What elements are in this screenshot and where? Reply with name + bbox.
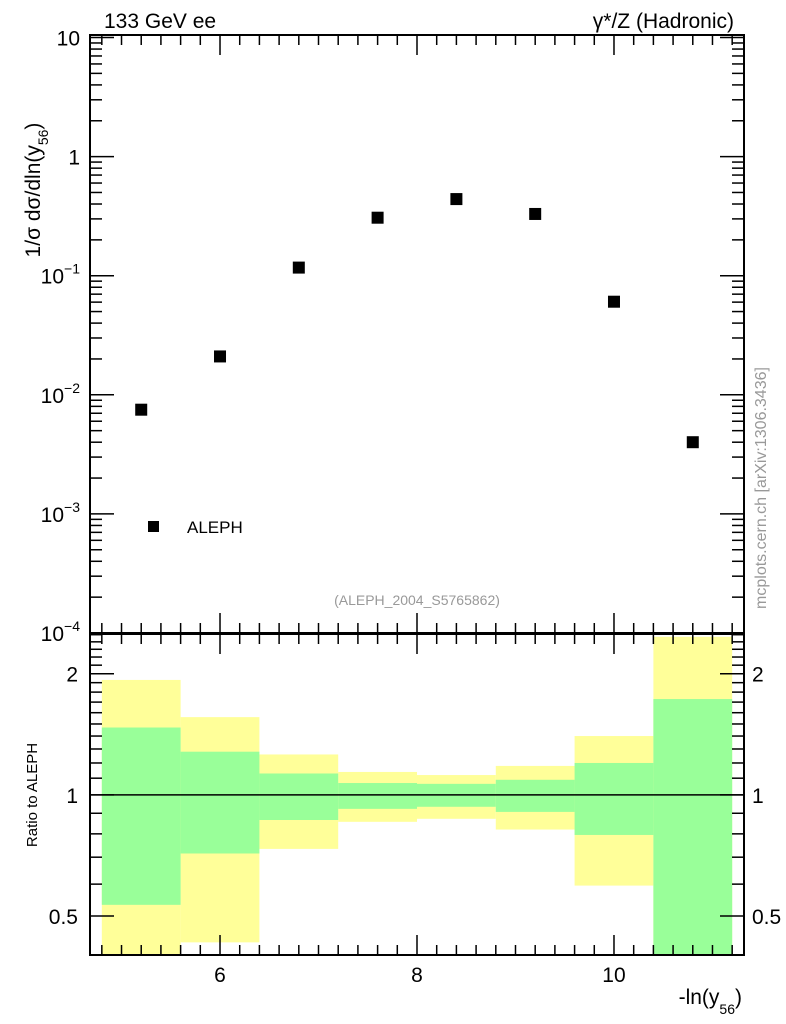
y-tick-exponent: −1	[64, 261, 80, 277]
y-axis-label: 1/σ dσ/dln(y56)	[22, 123, 51, 258]
y-tick-exponent: −4	[64, 618, 80, 634]
ratio-y-tick-label-left: 2	[66, 664, 78, 687]
data-point	[371, 211, 384, 224]
ratio-y-axis-label: Ratio to ALEPH	[24, 743, 41, 847]
stat-band-bin	[574, 762, 654, 835]
axes	[89, 34, 745, 956]
data-point	[607, 295, 620, 308]
y-label-end: )	[22, 123, 45, 130]
x-tick-label: 10	[602, 964, 625, 987]
ratio-bands	[90, 636, 744, 955]
y-tick-exponent: −2	[64, 380, 80, 396]
data-point	[450, 193, 463, 206]
y-tick-label: 10−4	[41, 618, 81, 646]
watermark: mcplots.cern.ch [arXiv:1306.3436]	[753, 367, 770, 609]
annotation: (ALEPH_2004_S5765862)	[334, 592, 500, 608]
y-tick-exponent: −3	[64, 499, 80, 515]
stat-band-bin	[259, 773, 339, 820]
ratio-y-tick-label-right: 1	[752, 785, 764, 808]
main-frame	[89, 34, 745, 634]
y-tick-base: 1	[68, 147, 80, 170]
y-label-sub: 56	[35, 129, 51, 145]
x-tick-label: 8	[411, 964, 423, 987]
legend-label: ALEPH	[187, 518, 243, 537]
x-label-main: -ln(y	[679, 986, 720, 1009]
ratio-y-tick-label-left: 1	[66, 785, 78, 808]
y-tick-label: 1	[68, 147, 80, 170]
ratio-y-tick-label-right: 0.5	[752, 906, 781, 929]
y-tick-base: 10	[41, 266, 64, 289]
y-tick-label: 10−3	[41, 499, 81, 527]
data-point	[135, 403, 148, 416]
x-tick-label: 6	[214, 964, 226, 987]
stat-band-bin	[338, 783, 417, 809]
y-tick-label: 10−2	[41, 380, 81, 408]
ratio-y-tick-label-right: 2	[752, 664, 764, 687]
x-label-end: )	[735, 986, 742, 1009]
stat-band-bin	[653, 699, 733, 955]
title-left: 133 GeV ee	[104, 10, 216, 33]
data-point	[686, 436, 699, 449]
y-tick-base: 10	[41, 504, 64, 527]
x-label-sub: 56	[719, 1001, 735, 1017]
y-tick-label: 10−1	[41, 261, 81, 289]
stat-band-bin	[495, 779, 575, 812]
legend-marker	[148, 521, 159, 532]
labels: 133 GeV ee γ*/Z (Hadronic)10110−110−210−3…	[22, 10, 781, 1017]
stat-band-bin	[180, 751, 260, 854]
data-points	[135, 193, 699, 449]
y-label-main: 1/σ dσ/dln(y	[22, 145, 45, 258]
y-tick-label: 10	[57, 28, 80, 51]
stat-band-bin	[101, 727, 181, 905]
data-point	[214, 350, 227, 363]
y-tick-base: 10	[41, 623, 64, 646]
x-axis-label: -ln(y56)	[679, 986, 742, 1017]
y-tick-base: 10	[57, 28, 80, 51]
ratio-y-tick-label-left: 0.5	[49, 906, 78, 929]
y-tick-base: 10	[41, 385, 64, 408]
data-point	[529, 207, 542, 220]
data-point	[292, 261, 305, 274]
title-right: γ*/Z (Hadronic)	[593, 10, 734, 33]
